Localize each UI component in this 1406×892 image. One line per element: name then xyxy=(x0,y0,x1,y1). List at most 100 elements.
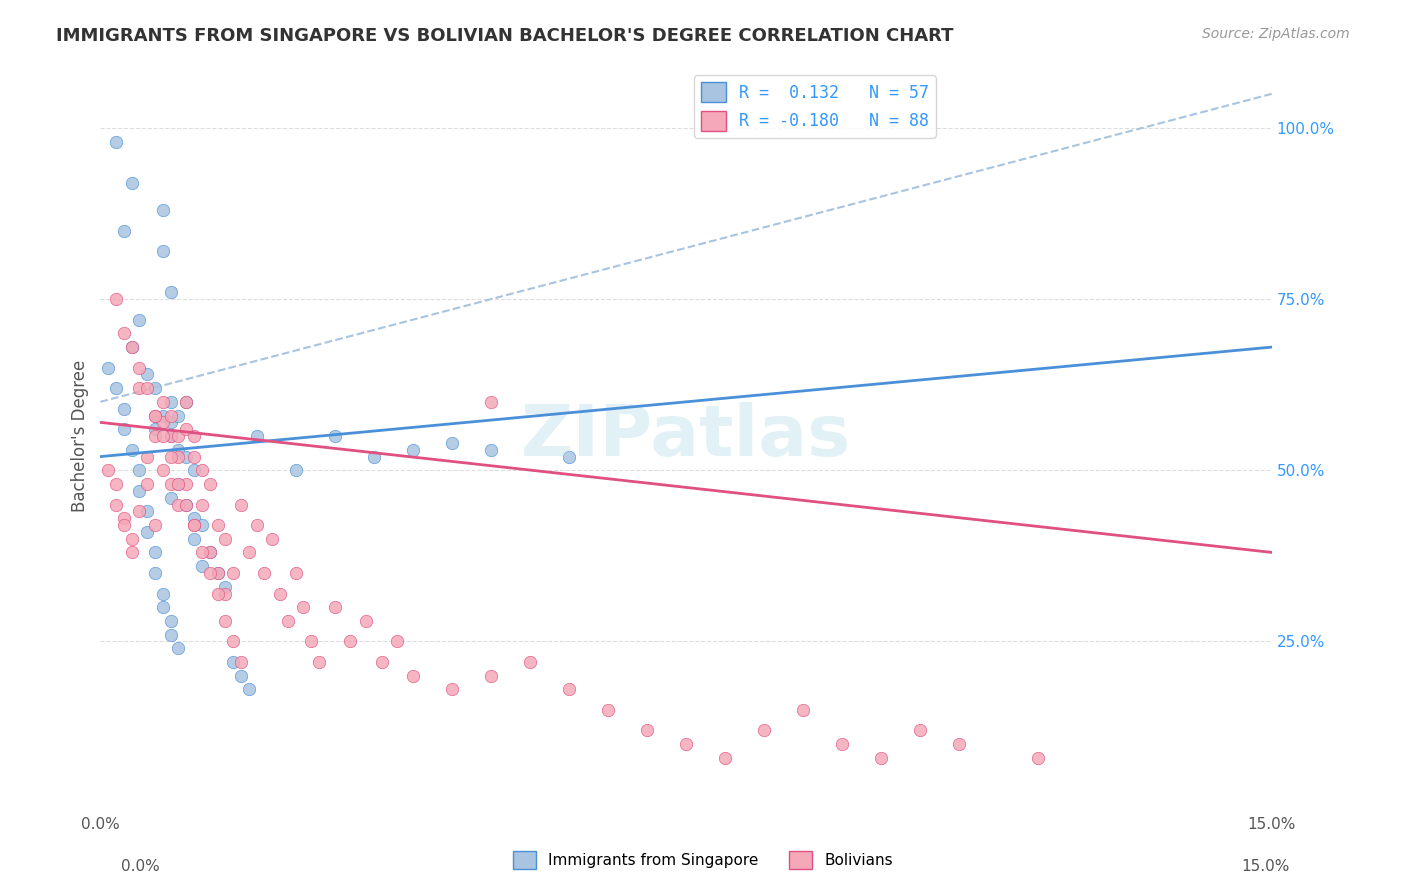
Point xyxy=(191,559,214,574)
Point xyxy=(222,634,245,648)
Point xyxy=(479,668,502,682)
Point xyxy=(128,360,150,375)
Point xyxy=(479,442,502,457)
Point xyxy=(174,477,197,491)
Point xyxy=(128,463,150,477)
Point xyxy=(870,751,893,765)
Point xyxy=(363,450,385,464)
Point xyxy=(143,566,166,580)
Point xyxy=(152,463,174,477)
Point xyxy=(112,422,135,436)
Point xyxy=(152,244,174,259)
Point xyxy=(238,682,260,697)
Point xyxy=(159,491,181,505)
Point xyxy=(284,463,307,477)
Point xyxy=(136,381,159,395)
Point xyxy=(152,416,174,430)
Point xyxy=(596,703,619,717)
Point xyxy=(245,518,267,533)
Point xyxy=(128,483,150,498)
Point xyxy=(292,600,315,615)
Point xyxy=(198,545,221,559)
Text: 15.0%: 15.0% xyxy=(1241,859,1289,874)
Point xyxy=(104,292,127,306)
Point xyxy=(128,504,150,518)
Point xyxy=(128,381,150,395)
Point xyxy=(152,586,174,600)
Point xyxy=(402,668,425,682)
Point xyxy=(183,463,205,477)
Point xyxy=(152,409,174,423)
Point xyxy=(402,442,425,457)
Point xyxy=(183,511,205,525)
Point xyxy=(174,394,197,409)
Point xyxy=(143,518,166,533)
Point xyxy=(121,340,143,354)
Point xyxy=(159,416,181,430)
Point xyxy=(136,477,159,491)
Point xyxy=(159,429,181,443)
Point xyxy=(222,655,245,669)
Point xyxy=(198,566,221,580)
Point xyxy=(207,566,229,580)
Point xyxy=(167,450,190,464)
Point xyxy=(636,723,658,738)
Point xyxy=(136,524,159,539)
Point xyxy=(323,429,346,443)
Point xyxy=(159,285,181,300)
Point xyxy=(831,737,853,751)
Point xyxy=(183,518,205,533)
Point xyxy=(97,463,120,477)
Point xyxy=(152,429,174,443)
Text: Source: ZipAtlas.com: Source: ZipAtlas.com xyxy=(1202,27,1350,41)
Point xyxy=(308,655,330,669)
Point xyxy=(174,450,197,464)
Point xyxy=(128,312,150,326)
Point xyxy=(136,368,159,382)
Point xyxy=(207,586,229,600)
Point xyxy=(198,545,221,559)
Point xyxy=(143,545,166,559)
Point xyxy=(159,394,181,409)
Point xyxy=(159,429,181,443)
Point xyxy=(112,511,135,525)
Point xyxy=(167,477,190,491)
Point xyxy=(167,641,190,656)
Point xyxy=(229,655,252,669)
Point xyxy=(214,586,236,600)
Point xyxy=(136,450,159,464)
Point xyxy=(675,737,697,751)
Point xyxy=(339,634,361,648)
Point xyxy=(191,545,214,559)
Point xyxy=(174,498,197,512)
Point xyxy=(198,477,221,491)
Point xyxy=(174,498,197,512)
Point xyxy=(245,429,267,443)
Point xyxy=(284,566,307,580)
Text: ZIPatlas: ZIPatlas xyxy=(522,401,851,471)
Point xyxy=(121,442,143,457)
Point xyxy=(104,135,127,149)
Point xyxy=(323,600,346,615)
Point xyxy=(910,723,932,738)
Point xyxy=(277,614,299,628)
Point xyxy=(1026,751,1049,765)
Point xyxy=(121,340,143,354)
Point xyxy=(167,498,190,512)
Point xyxy=(136,504,159,518)
Point xyxy=(159,477,181,491)
Point xyxy=(370,655,392,669)
Point xyxy=(112,224,135,238)
Point xyxy=(159,409,181,423)
Point xyxy=(222,566,245,580)
Point xyxy=(152,600,174,615)
Point xyxy=(792,703,814,717)
Point xyxy=(112,518,135,533)
Point xyxy=(440,436,463,450)
Point xyxy=(97,360,120,375)
Point xyxy=(214,580,236,594)
Point xyxy=(191,463,214,477)
Text: 0.0%: 0.0% xyxy=(121,859,160,874)
Point xyxy=(174,394,197,409)
Point xyxy=(354,614,377,628)
